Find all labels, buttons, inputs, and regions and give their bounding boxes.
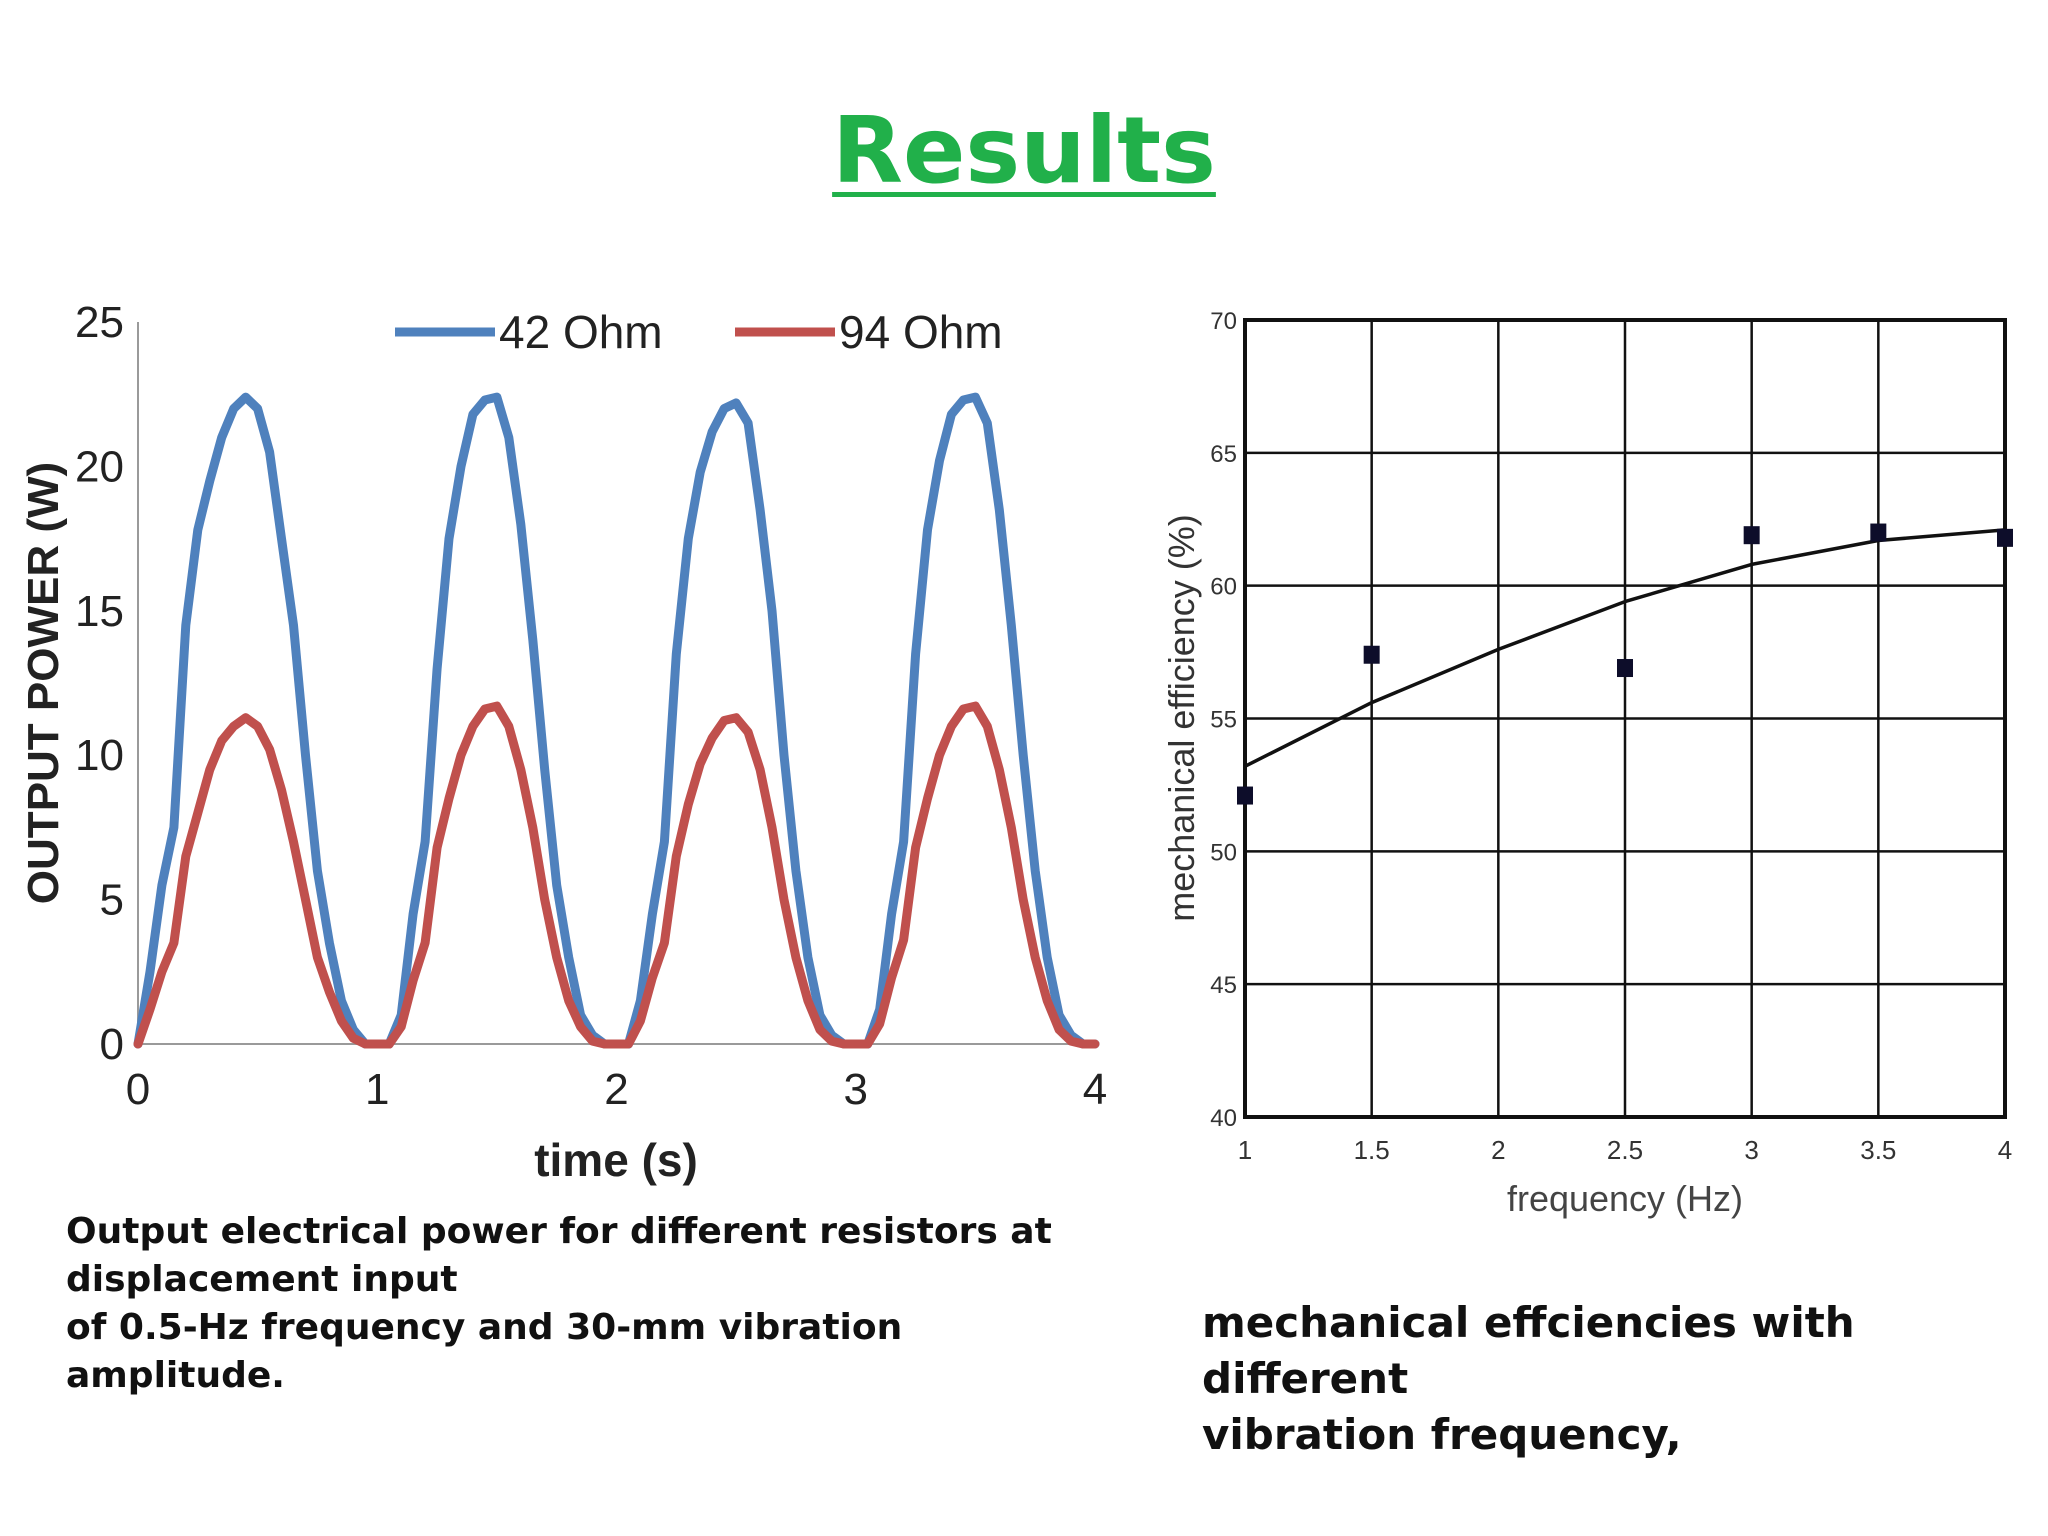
x-tick-label: 1 — [1238, 1135, 1252, 1165]
y-tick-label: 5 — [100, 876, 124, 925]
y-tick-label: 15 — [75, 587, 124, 636]
output-power-chart: 0 5 10 15 20 25 0 1 2 3 4 42 Ohm 94 Ohm time (s) OUTPU… — [19, 298, 1107, 1186]
y-tick-label: 65 — [1210, 441, 1237, 468]
x-tick-label: 3 — [1744, 1135, 1758, 1165]
y-tick-label: 50 — [1210, 839, 1237, 866]
series-line — [133, 701, 1100, 1049]
legend-label: 94 Ohm — [839, 306, 1003, 358]
x-tick-label: 2 — [604, 1065, 628, 1114]
y-tick-label: 10 — [75, 731, 124, 780]
caption-line: vibration frequency, — [1202, 1410, 1682, 1459]
y-tick-label: 40 — [1210, 1105, 1237, 1132]
y-tick-label: 25 — [75, 298, 124, 347]
x-tick-label: 0 — [126, 1065, 150, 1114]
data-point — [1997, 528, 2013, 547]
caption-line: displacement input — [66, 1259, 458, 1300]
caption-line: of 0.5-Hz frequency and 30-mm vibration — [66, 1307, 903, 1348]
x-axis-title: frequency (Hz) — [1507, 1178, 1743, 1219]
y-tick-label: 70 — [1210, 308, 1237, 335]
x-axis-title: time (s) — [534, 1134, 698, 1186]
x-tick-label: 1 — [365, 1065, 389, 1114]
x-tick-label: 2 — [1491, 1135, 1505, 1165]
mechanical-efficiency-chart: 1 1.5 2 2.5 3 3.5 4 40 45 50 55 60 65 70 frequency (Hz… — [1161, 308, 2013, 1219]
y-axis-title: OUTPUT POWER (W) — [19, 462, 68, 904]
x-tick-label: 3.5 — [1860, 1135, 1896, 1165]
plot-frame — [1243, 318, 2007, 1119]
y-tick-label: 55 — [1210, 707, 1237, 734]
x-tick-label: 4 — [1998, 1135, 2012, 1165]
x-tick-label: 1.5 — [1354, 1135, 1390, 1165]
legend-label: 42 Ohm — [499, 306, 663, 358]
efficiency-caption: mechanical effciencies with different vi… — [1202, 1295, 2042, 1463]
data-point — [1617, 659, 1633, 678]
output-power-caption: Output electrical power for different re… — [66, 1208, 1066, 1400]
x-tick-label: 2.5 — [1607, 1135, 1643, 1165]
y-tick-label: 60 — [1210, 574, 1237, 601]
data-point — [1870, 523, 1887, 542]
y-tick-label: 45 — [1210, 972, 1237, 999]
y-axis-title: mechanical efficiency (%) — [1161, 514, 1202, 922]
x-tick-label: 3 — [844, 1065, 868, 1114]
caption-line: Output electrical power for different re… — [66, 1211, 1052, 1252]
data-point — [1363, 645, 1380, 664]
data-point — [1743, 526, 1760, 545]
x-tick-label: 4 — [1083, 1065, 1107, 1114]
caption-line: mechanical effciencies with different — [1202, 1298, 1855, 1403]
page-title: Results — [832, 97, 1216, 204]
data-point — [1237, 786, 1253, 805]
caption-line: amplitude. — [66, 1355, 285, 1396]
y-tick-label: 20 — [75, 442, 124, 491]
y-tick-label: 0 — [100, 1020, 124, 1069]
